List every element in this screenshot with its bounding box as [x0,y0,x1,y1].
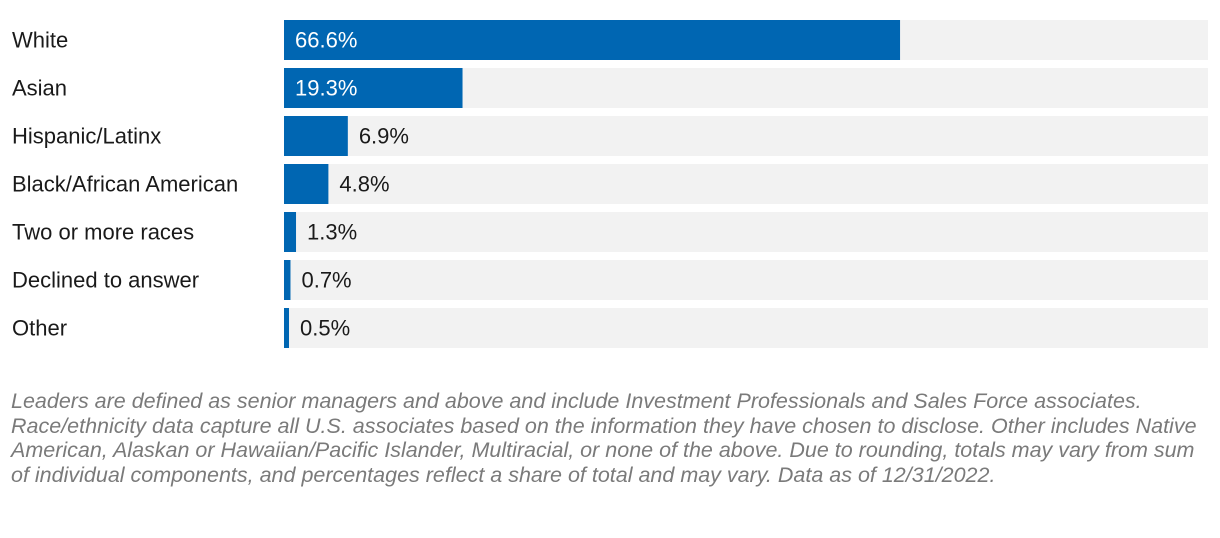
category-label: Black/African American [12,172,238,197]
bar [284,164,329,204]
category-label: White [12,28,68,53]
bar-row-declined-to-answer: Declined to answer 0.7% [12,260,1208,300]
category-label: Other [12,316,67,341]
value-label: 0.5% [300,316,350,341]
value-label: 6.9% [359,124,409,149]
bar [284,212,297,252]
value-label: 1.3% [307,220,357,245]
bar-track [284,164,1208,204]
bar [284,116,348,156]
bar [284,20,901,60]
category-label: Two or more races [12,220,194,245]
bar-track [284,260,1208,300]
bar-row-white: White 66.6% [12,20,1208,60]
bar [284,260,291,300]
bar-row-hispanic-latinx: Hispanic/Latinx 6.9% [12,116,1208,156]
chart-footnote: Leaders are defined as senior managers a… [11,389,1197,487]
bar-track [284,308,1208,348]
bar-row-black-african-american: Black/African American 4.8% [12,164,1208,204]
value-label: 19.3% [295,76,357,101]
bar-track [284,116,1208,156]
bar-track [284,212,1208,252]
bar-chart: White 66.6% Asian 19.3% Hispanic/Latinx 6.9% B… [12,20,1208,348]
category-label: Hispanic/Latinx [12,124,161,149]
bar [284,68,463,108]
category-label: Asian [12,76,67,101]
bar-row-asian: Asian 19.3% [12,68,1208,108]
bar-row-other: Other 0.5% [12,308,1208,348]
bar-row-two-or-more-races: Two or more races 1.3% [12,212,1208,252]
value-label: 4.8% [339,172,389,197]
value-label: 0.7% [301,268,351,293]
value-label: 66.6% [295,28,357,53]
bar [284,308,289,348]
category-label: Declined to answer [12,268,199,293]
